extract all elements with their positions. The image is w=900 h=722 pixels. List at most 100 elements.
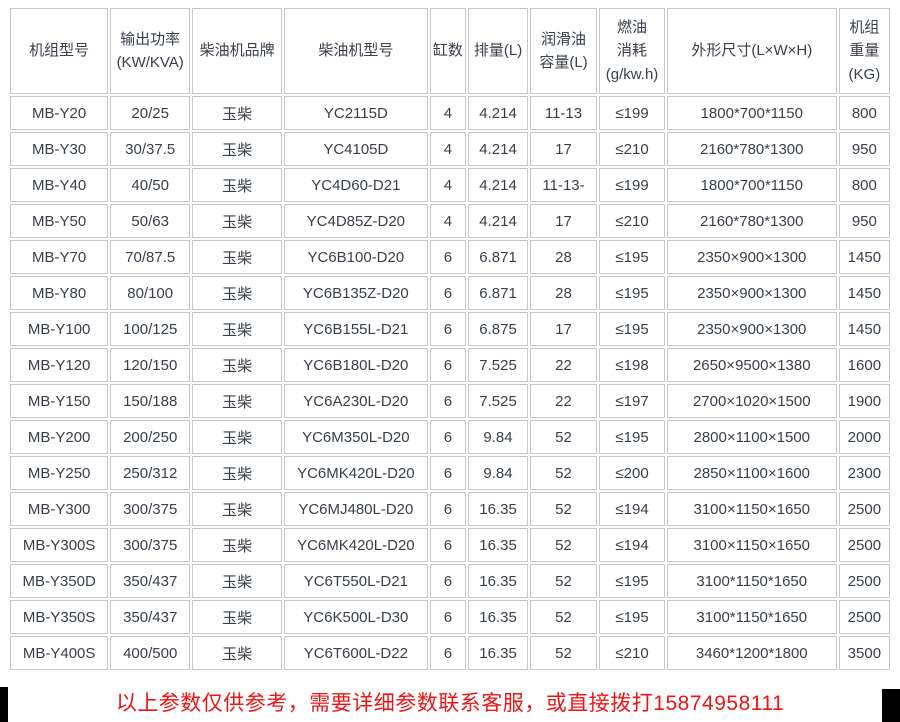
engine-model-cell: YC6MK420L-D20 bbox=[284, 456, 428, 490]
table-row: MB-Y30 30/37.5 玉柴 YC4105D 4 4.214 17 ≤210 2160*7… bbox=[10, 132, 890, 166]
model-cell: MB-Y30 bbox=[10, 132, 109, 166]
table-row: MB-Y200 200/250 玉柴 YC6M350L-D20 6 9.84 52 ≤195 2… bbox=[10, 420, 890, 454]
fuel-consumption-cell: ≤195 bbox=[599, 420, 665, 454]
model-cell: MB-Y50 bbox=[10, 204, 109, 238]
generator-spec-table: 机组型号 输出功率 (KW/KVA) 柴油机品牌 柴油机型号 缸数 排量(L) … bbox=[8, 6, 892, 672]
oil-capacity-cell: 28 bbox=[529, 240, 598, 274]
cylinders-cell: 6 bbox=[429, 348, 467, 382]
displacement-cell: 4.214 bbox=[468, 168, 528, 202]
output-power-cell: 50/63 bbox=[110, 204, 191, 238]
model-cell: MB-Y70 bbox=[10, 240, 109, 274]
output-power-cell: 350/437 bbox=[110, 564, 191, 598]
dimensions-cell: 2350×900×1300 bbox=[666, 276, 837, 310]
cylinders-cell: 6 bbox=[429, 240, 467, 274]
col-header-fuel-consumption: 燃油 消耗 (g/kw.h) bbox=[599, 8, 665, 94]
cylinders-cell: 6 bbox=[429, 420, 467, 454]
oil-capacity-cell: 52 bbox=[529, 492, 598, 526]
oil-capacity-cell: 28 bbox=[529, 276, 598, 310]
fuel-consumption-cell: ≤194 bbox=[599, 528, 665, 562]
fuel-consumption-cell: ≤195 bbox=[599, 600, 665, 634]
weight-cell: 2300 bbox=[838, 456, 890, 490]
output-power-cell: 40/50 bbox=[110, 168, 191, 202]
cylinders-cell: 6 bbox=[429, 276, 467, 310]
fuel-consumption-cell: ≤198 bbox=[599, 348, 665, 382]
weight-cell: 1600 bbox=[838, 348, 890, 382]
spec-table-head: 机组型号 输出功率 (KW/KVA) 柴油机品牌 柴油机型号 缸数 排量(L) … bbox=[10, 8, 890, 94]
engine-brand-cell: 玉柴 bbox=[192, 276, 283, 310]
fuel-consumption-cell: ≤210 bbox=[599, 636, 665, 670]
engine-brand-cell: 玉柴 bbox=[192, 168, 283, 202]
oil-capacity-cell: 11-13 bbox=[529, 96, 598, 130]
dimensions-cell: 3100×1150×1650 bbox=[666, 492, 837, 526]
table-row: MB-Y350D 350/437 玉柴 YC6T550L-D21 6 16.35 52 ≤19… bbox=[10, 564, 890, 598]
dimensions-cell: 3460*1200*1800 bbox=[666, 636, 837, 670]
cylinders-cell: 6 bbox=[429, 600, 467, 634]
output-power-cell: 120/150 bbox=[110, 348, 191, 382]
table-row: MB-Y300 300/375 玉柴 YC6MJ480L-D20 6 16.35 52 ≤19… bbox=[10, 492, 890, 526]
engine-brand-cell: 玉柴 bbox=[192, 96, 283, 130]
model-cell: MB-Y20 bbox=[10, 96, 109, 130]
weight-cell: 950 bbox=[838, 132, 890, 166]
oil-capacity-cell: 22 bbox=[529, 348, 598, 382]
model-cell: MB-Y300 bbox=[10, 492, 109, 526]
cylinders-cell: 6 bbox=[429, 312, 467, 346]
weight-cell: 2500 bbox=[838, 564, 890, 598]
cylinders-cell: 4 bbox=[429, 168, 467, 202]
output-power-cell: 400/500 bbox=[110, 636, 191, 670]
engine-brand-cell: 玉柴 bbox=[192, 240, 283, 274]
weight-cell: 800 bbox=[838, 96, 890, 130]
fuel-consumption-cell: ≤210 bbox=[599, 204, 665, 238]
engine-brand-cell: 玉柴 bbox=[192, 600, 283, 634]
cylinders-cell: 6 bbox=[429, 492, 467, 526]
col-header-model: 机组型号 bbox=[10, 8, 109, 94]
cylinders-cell: 6 bbox=[429, 636, 467, 670]
col-header-displacement: 排量(L) bbox=[468, 8, 528, 94]
oil-capacity-cell: 11-13- bbox=[529, 168, 598, 202]
oil-capacity-cell: 22 bbox=[529, 384, 598, 418]
oil-capacity-cell: 17 bbox=[529, 132, 598, 166]
model-cell: MB-Y350S bbox=[10, 600, 109, 634]
displacement-cell: 6.875 bbox=[468, 312, 528, 346]
oil-capacity-cell: 17 bbox=[529, 204, 598, 238]
displacement-cell: 7.525 bbox=[468, 348, 528, 382]
engine-model-cell: YC6A230L-D20 bbox=[284, 384, 428, 418]
engine-model-cell: YC4D85Z-D20 bbox=[284, 204, 428, 238]
engine-brand-cell: 玉柴 bbox=[192, 312, 283, 346]
engine-brand-cell: 玉柴 bbox=[192, 492, 283, 526]
engine-model-cell: YC6MK420L-D20 bbox=[284, 528, 428, 562]
oil-capacity-cell: 52 bbox=[529, 456, 598, 490]
fuel-consumption-cell: ≤195 bbox=[599, 276, 665, 310]
displacement-cell: 16.35 bbox=[468, 636, 528, 670]
weight-cell: 1450 bbox=[838, 276, 890, 310]
model-cell: MB-Y150 bbox=[10, 384, 109, 418]
output-power-cell: 30/37.5 bbox=[110, 132, 191, 166]
displacement-cell: 6.871 bbox=[468, 240, 528, 274]
fuel-consumption-cell: ≤195 bbox=[599, 564, 665, 598]
displacement-cell: 4.214 bbox=[468, 204, 528, 238]
col-header-oil-capacity: 润滑油 容量(L) bbox=[529, 8, 598, 94]
displacement-cell: 16.35 bbox=[468, 528, 528, 562]
table-row: MB-Y150 150/188 玉柴 YC6A230L-D20 6 7.525 22 ≤197… bbox=[10, 384, 890, 418]
engine-model-cell: YC6B100-D20 bbox=[284, 240, 428, 274]
table-row: MB-Y20 20/25 玉柴 YC2115D 4 4.214 11-13 ≤199 1800*… bbox=[10, 96, 890, 130]
dimensions-cell: 2650×9500×1380 bbox=[666, 348, 837, 382]
model-cell: MB-Y120 bbox=[10, 348, 109, 382]
dimensions-cell: 3100*1150*1650 bbox=[666, 600, 837, 634]
table-row: MB-Y80 80/100 玉柴 YC6B135Z-D20 6 6.871 28 ≤195 23… bbox=[10, 276, 890, 310]
dimensions-cell: 2160*780*1300 bbox=[666, 204, 837, 238]
engine-brand-cell: 玉柴 bbox=[192, 132, 283, 166]
col-header-dimensions: 外形尺寸(L×W×H) bbox=[666, 8, 837, 94]
model-cell: MB-Y40 bbox=[10, 168, 109, 202]
engine-model-cell: YC6MJ480L-D20 bbox=[284, 492, 428, 526]
engine-model-cell: YC6T550L-D21 bbox=[284, 564, 428, 598]
table-row: MB-Y50 50/63 玉柴 YC4D85Z-D20 4 4.214 17 ≤210 2160… bbox=[10, 204, 890, 238]
displacement-cell: 4.214 bbox=[468, 132, 528, 166]
dimensions-cell: 1800*700*1150 bbox=[666, 96, 837, 130]
cylinders-cell: 6 bbox=[429, 528, 467, 562]
engine-model-cell: YC4105D bbox=[284, 132, 428, 166]
dimensions-cell: 2160*780*1300 bbox=[666, 132, 837, 166]
dimensions-cell: 3100*1150*1650 bbox=[666, 564, 837, 598]
engine-model-cell: YC6B135Z-D20 bbox=[284, 276, 428, 310]
output-power-cell: 100/125 bbox=[110, 312, 191, 346]
weight-cell: 2500 bbox=[838, 528, 890, 562]
